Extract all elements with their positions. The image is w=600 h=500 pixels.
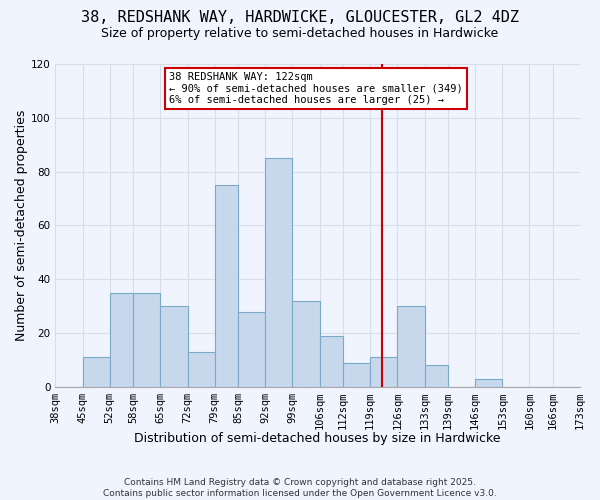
Bar: [133, 292, 160, 387]
Text: 38, REDSHANK WAY, HARDWICKE, GLOUCESTER, GL2 4DZ: 38, REDSHANK WAY, HARDWICKE, GLOUCESTER,…: [81, 10, 519, 25]
Bar: [292, 301, 320, 387]
Bar: [83, 358, 110, 387]
Text: Contains HM Land Registry data © Crown copyright and database right 2025.
Contai: Contains HM Land Registry data © Crown c…: [103, 478, 497, 498]
Bar: [110, 292, 133, 387]
Bar: [397, 306, 425, 387]
Bar: [320, 336, 343, 387]
Bar: [215, 185, 238, 387]
Text: Size of property relative to semi-detached houses in Hardwicke: Size of property relative to semi-detach…: [101, 28, 499, 40]
Bar: [370, 358, 397, 387]
Bar: [238, 312, 265, 387]
Bar: [343, 362, 370, 387]
Bar: [425, 366, 448, 387]
Text: 38 REDSHANK WAY: 122sqm
← 90% of semi-detached houses are smaller (349)
6% of se: 38 REDSHANK WAY: 122sqm ← 90% of semi-de…: [169, 72, 463, 106]
Bar: [160, 306, 188, 387]
Y-axis label: Number of semi-detached properties: Number of semi-detached properties: [15, 110, 28, 341]
Bar: [188, 352, 215, 387]
Bar: [475, 379, 502, 387]
Bar: [265, 158, 292, 387]
X-axis label: Distribution of semi-detached houses by size in Hardwicke: Distribution of semi-detached houses by …: [134, 432, 501, 445]
